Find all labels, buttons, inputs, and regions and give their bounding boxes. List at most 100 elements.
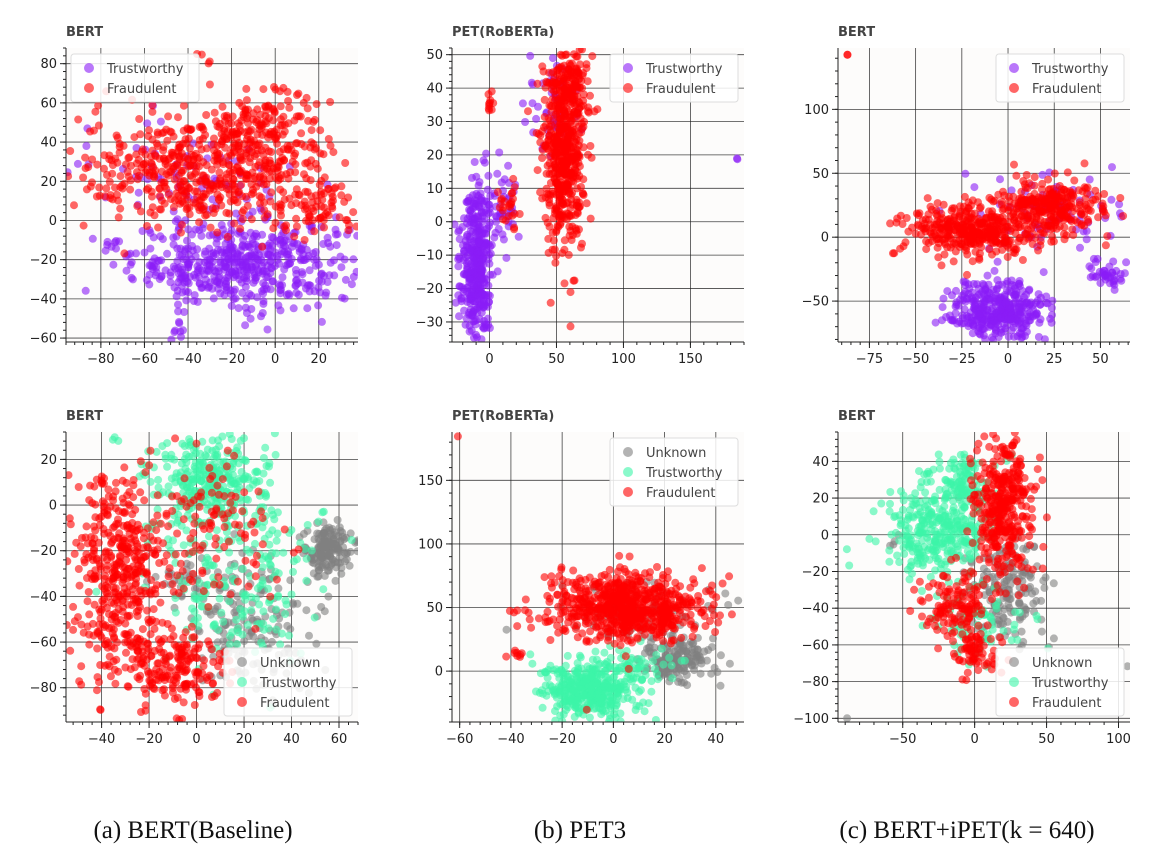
data-point <box>337 569 346 578</box>
data-point <box>208 561 217 570</box>
data-point <box>265 540 274 549</box>
data-point <box>333 516 342 524</box>
data-point <box>258 120 267 129</box>
y-tick-label: 80 <box>40 57 57 72</box>
data-point <box>259 619 268 628</box>
data-point <box>317 176 326 185</box>
data-point <box>316 213 325 222</box>
data-point <box>226 197 235 206</box>
points-layer <box>66 50 358 342</box>
data-point <box>1019 177 1028 185</box>
data-point <box>1061 205 1070 214</box>
data-point <box>993 228 1002 237</box>
data-point <box>187 150 196 159</box>
data-point <box>233 162 242 171</box>
data-point <box>975 204 984 213</box>
data-point <box>480 274 489 283</box>
data-point <box>1015 234 1024 243</box>
data-point <box>1033 220 1042 229</box>
data-point <box>273 255 282 264</box>
data-point <box>229 174 238 183</box>
data-point <box>148 135 157 144</box>
data-point <box>983 271 992 280</box>
data-point <box>289 567 297 576</box>
data-point <box>242 309 251 317</box>
data-point <box>485 204 494 213</box>
data-point <box>335 213 344 222</box>
data-point <box>114 196 123 205</box>
data-point <box>340 294 349 303</box>
data-point <box>1087 264 1096 273</box>
data-point <box>1012 204 1021 213</box>
data-point <box>201 280 210 289</box>
data-point <box>250 152 259 161</box>
series-fraudulent <box>66 50 358 258</box>
data-point <box>260 250 269 259</box>
data-point <box>341 159 350 167</box>
data-point <box>112 237 120 245</box>
data-point <box>300 236 309 244</box>
legend-box <box>995 53 1125 103</box>
data-point <box>982 235 991 244</box>
data-point <box>74 115 83 124</box>
data-point <box>975 254 984 262</box>
data-point <box>225 566 234 575</box>
data-point <box>545 68 554 77</box>
data-point <box>565 59 574 68</box>
data-point <box>1082 235 1091 244</box>
y-tick-label: 10 <box>426 182 443 197</box>
data-point <box>259 279 268 288</box>
data-point <box>586 214 595 223</box>
data-point <box>959 296 968 305</box>
data-point <box>986 222 995 231</box>
data-point <box>251 229 260 238</box>
data-point <box>74 565 83 573</box>
data-point <box>283 621 292 630</box>
data-point <box>258 563 267 572</box>
data-point <box>320 607 329 616</box>
data-point <box>1043 202 1052 211</box>
data-point <box>82 522 91 531</box>
data-point <box>1025 206 1034 215</box>
data-point <box>1001 299 1010 308</box>
data-point <box>313 197 322 206</box>
data-point <box>239 235 248 244</box>
data-point <box>122 648 130 657</box>
data-point <box>77 620 86 629</box>
data-point <box>931 318 940 327</box>
data-point <box>467 259 476 268</box>
data-point <box>94 121 103 130</box>
data-point <box>1107 195 1116 204</box>
data-point <box>1007 326 1016 335</box>
data-point <box>285 291 294 300</box>
data-point <box>279 83 288 92</box>
data-point <box>249 632 258 641</box>
data-point <box>257 638 266 647</box>
data-point <box>558 195 567 204</box>
data-point <box>242 545 251 554</box>
data-point <box>255 600 264 609</box>
data-point <box>998 198 1007 206</box>
data-point <box>174 307 183 316</box>
data-point <box>188 242 196 250</box>
data-point <box>545 195 554 204</box>
data-point <box>547 128 556 137</box>
data-point <box>215 274 223 282</box>
data-point <box>280 127 289 136</box>
data-point <box>498 230 507 239</box>
data-point <box>459 241 467 250</box>
data-point <box>96 705 105 714</box>
data-point <box>136 207 145 216</box>
data-point <box>1116 194 1125 202</box>
data-point <box>111 183 119 192</box>
data-point <box>92 587 101 596</box>
data-point <box>122 266 131 275</box>
data-point <box>996 175 1004 184</box>
data-point <box>548 54 557 63</box>
data-point <box>901 238 910 247</box>
data-point <box>336 558 344 567</box>
data-point <box>914 221 923 230</box>
data-point <box>327 539 336 548</box>
data-point <box>208 262 217 271</box>
